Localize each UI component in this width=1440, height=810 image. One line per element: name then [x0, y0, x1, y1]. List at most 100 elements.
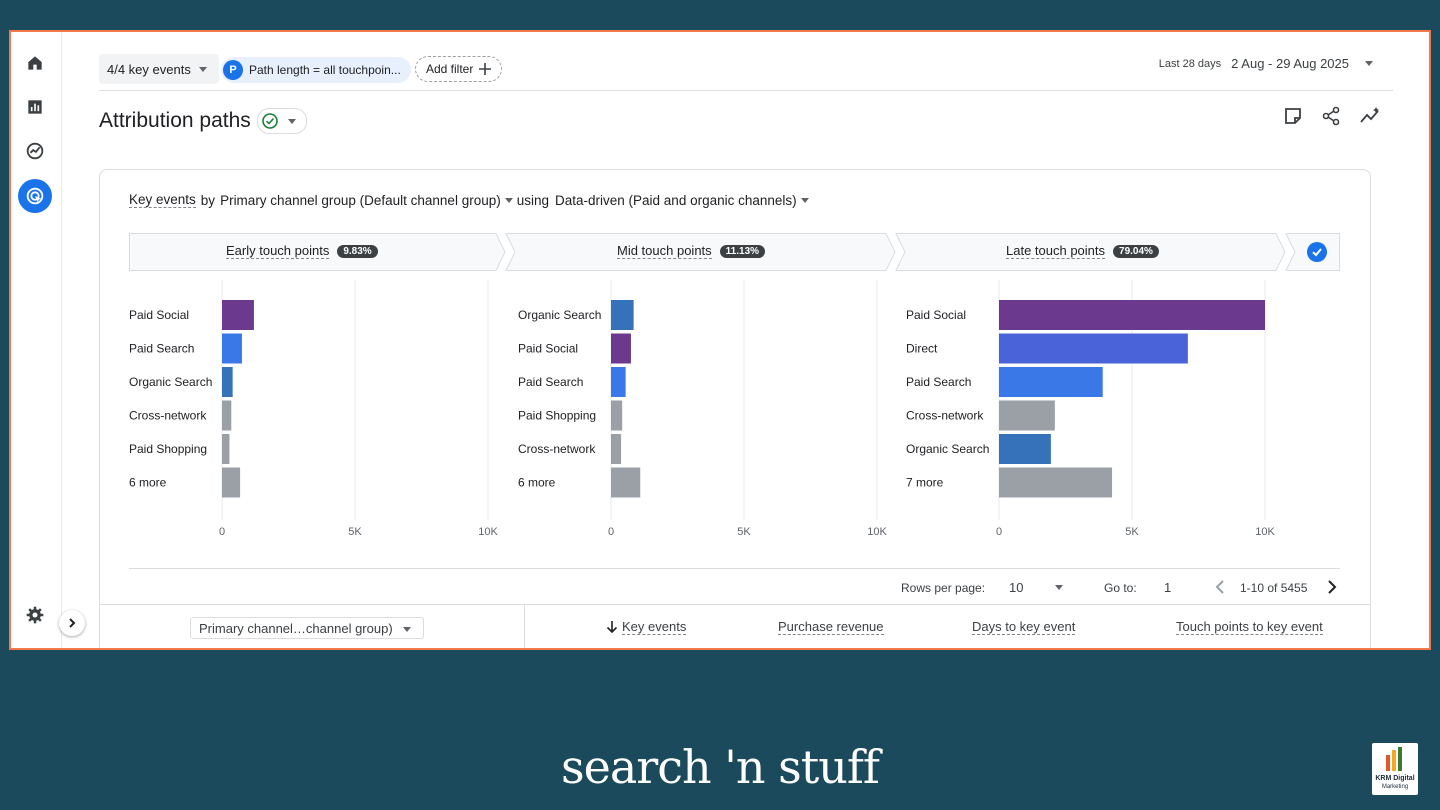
- sort-down-icon: [606, 621, 618, 633]
- category-label: Paid Search: [518, 375, 583, 389]
- date-range-picker[interactable]: Last 28 days 2 Aug - 29 Aug 2025: [1159, 56, 1375, 71]
- page-title: Attribution paths: [99, 109, 251, 132]
- chevron-right-icon: [69, 618, 76, 628]
- bar: [611, 467, 641, 498]
- status-pill[interactable]: [256, 108, 307, 134]
- bar: [999, 400, 1055, 431]
- next-page-icon[interactable]: [1327, 580, 1337, 594]
- dropdown-arrow-icon[interactable]: [504, 197, 513, 203]
- column-divider: [524, 605, 525, 648]
- col-key-events-label: Key events: [622, 619, 687, 635]
- bar: [222, 434, 230, 464]
- dimension-selector[interactable]: Primary channel group (Default channel g…: [220, 192, 501, 208]
- insights-icon[interactable]: [1359, 106, 1381, 126]
- dropdown-arrow-icon: [403, 627, 411, 632]
- category-label: Paid Search: [906, 375, 971, 389]
- metric-name[interactable]: Key events: [129, 192, 196, 208]
- col-purchase-revenue[interactable]: Purchase revenue: [778, 619, 884, 635]
- col-days-to-key-event[interactable]: Days to key event: [972, 619, 1076, 635]
- logo-text: KRM Digital Marketing: [1372, 775, 1418, 791]
- logo-text-line1: KRM Digital: [1375, 775, 1415, 782]
- category-label: Paid Shopping: [129, 442, 207, 456]
- col-touch-points[interactable]: Touch points to key event: [1176, 619, 1323, 635]
- phase-select-checkbox[interactable]: [1307, 242, 1327, 262]
- explore-icon[interactable]: [18, 134, 52, 168]
- date-range-value: 2 Aug - 29 Aug 2025: [1231, 56, 1349, 71]
- x-tick-label: 10K: [1255, 526, 1275, 538]
- dropdown-arrow-icon[interactable]: [800, 197, 809, 203]
- filter-bar: 4/4 key events P Path length = all touch…: [99, 50, 1393, 91]
- reports-icon[interactable]: [18, 90, 52, 124]
- check-icon: [1312, 248, 1322, 257]
- category-label: Organic Search: [906, 442, 989, 456]
- share-icon[interactable]: [1321, 106, 1341, 126]
- category-label: Cross-network: [906, 409, 984, 423]
- x-tick-label: 5K: [348, 526, 362, 538]
- dropdown-arrow-icon: [287, 118, 296, 124]
- page-range: 1-10 of 5455: [1240, 581, 1308, 595]
- phase-late-shape: [895, 233, 1286, 271]
- path-length-filter-chip[interactable]: P Path length = all touchpoin...: [221, 57, 411, 83]
- x-tick-label: 5K: [737, 526, 751, 538]
- card-subtitle: Key events by Primary channel group (Def…: [129, 192, 811, 208]
- logo-text-line2: Marketing: [1381, 784, 1409, 790]
- dimension-dropdown-label: Primary channel…channel group): [199, 620, 393, 636]
- bar: [222, 367, 233, 397]
- model-selector[interactable]: Data-driven (Paid and organic channels): [555, 192, 797, 208]
- dropdown-arrow-icon: [198, 66, 207, 72]
- path-filter-label: Path length = all touchpoin...: [249, 63, 401, 77]
- category-label: Direct: [906, 342, 938, 356]
- phase-mid[interactable]: Mid touch points 11.13%: [617, 243, 766, 259]
- key-events-selector[interactable]: 4/4 key events: [99, 54, 219, 84]
- attribution-card: Key events by Primary channel group (Def…: [99, 169, 1371, 648]
- category-label: 7 more: [906, 476, 944, 490]
- attribution-charts: 0 5K 10K Paid Social Paid Search Organic Sear…: [129, 280, 1275, 538]
- category-label: Paid Shopping: [518, 409, 596, 423]
- rows-per-page-label: Rows per page:: [901, 581, 986, 595]
- goto-input[interactable]: 1: [1164, 580, 1172, 595]
- date-range-label: Last 28 days: [1158, 57, 1222, 70]
- bar: [999, 300, 1265, 330]
- home-icon[interactable]: [18, 46, 52, 80]
- bar: [222, 467, 241, 498]
- rows-per-page-select[interactable]: 10: [1009, 580, 1024, 595]
- table-header: Primary channel…channel group) Key event…: [100, 604, 1370, 648]
- pagination-bar: Rows per page: 10 Go to: 1 1-10 of 5455: [129, 568, 1340, 605]
- phase-late[interactable]: Late touch points 79.04%: [1006, 243, 1159, 259]
- col-key-events[interactable]: Key events: [606, 619, 687, 635]
- analytics-window: 4/4 key events P Path length = all touch…: [9, 30, 1431, 650]
- phase-mid-label: Mid touch points: [617, 243, 712, 259]
- add-filter-label: Add filter: [426, 62, 474, 76]
- edit-report-icon[interactable]: [1283, 106, 1303, 126]
- logo-bars-icon: [1386, 747, 1402, 771]
- x-tick-label: 10K: [478, 526, 498, 538]
- category-label: Cross-network: [129, 409, 207, 423]
- phase-early-pct: 9.83%: [337, 244, 378, 258]
- category-label: Cross-network: [518, 442, 596, 456]
- category-label: Organic Search: [129, 375, 212, 389]
- brand-wordmark: search 'n stuff: [561, 740, 880, 794]
- page-title-row: Attribution paths: [99, 108, 307, 134]
- add-filter-button[interactable]: Add filter: [415, 56, 503, 82]
- bar: [611, 434, 622, 464]
- bar: [999, 434, 1051, 464]
- category-label: Paid Social: [518, 342, 578, 356]
- x-tick-label: 10K: [867, 526, 887, 538]
- path-badge: P: [223, 60, 243, 80]
- phase-mid-shape: [505, 233, 896, 271]
- goto-label: Go to:: [1104, 581, 1137, 595]
- bar: [222, 300, 254, 330]
- bar: [222, 400, 232, 431]
- x-tick-label: 0: [608, 526, 614, 538]
- settings-gear-icon[interactable]: [18, 598, 52, 632]
- phase-early[interactable]: Early touch points 9.83%: [226, 243, 378, 259]
- bar: [999, 333, 1188, 364]
- expand-nav-button[interactable]: [59, 610, 85, 636]
- prev-page-icon[interactable]: [1215, 580, 1225, 594]
- category-label: Paid Search: [129, 342, 194, 356]
- bar: [999, 467, 1113, 498]
- x-tick-label: 0: [219, 526, 225, 538]
- advertising-icon[interactable]: [18, 179, 52, 213]
- dimension-dropdown[interactable]: Primary channel…channel group): [190, 617, 424, 639]
- dropdown-arrow-icon[interactable]: [1055, 585, 1063, 590]
